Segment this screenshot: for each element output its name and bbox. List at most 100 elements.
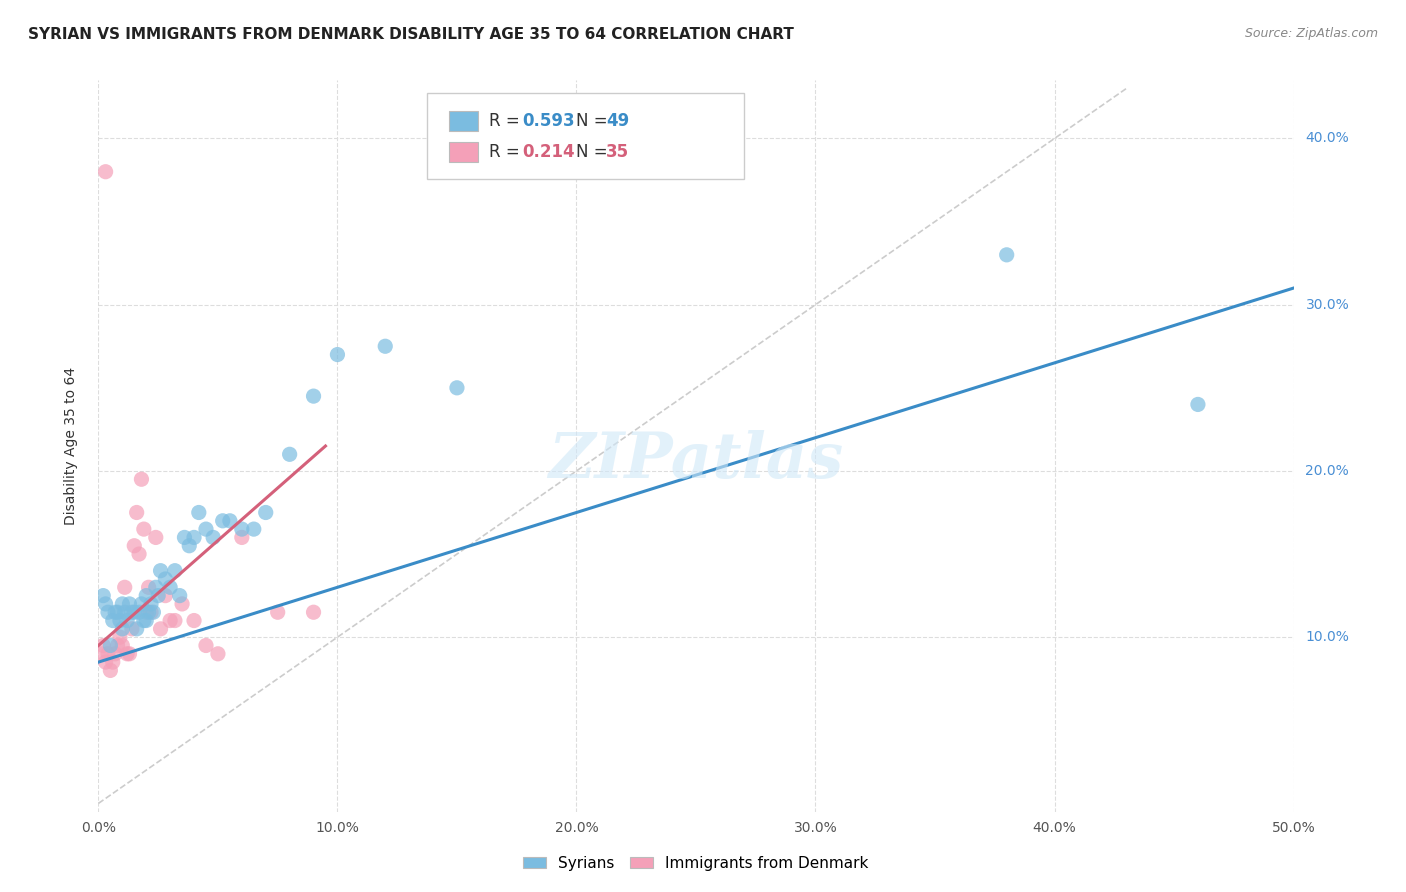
Point: [135, 605, 157, 619]
Point: [131, 472, 153, 486]
Point: [111, 597, 134, 611]
Point: [139, 597, 162, 611]
Point: [94, 655, 117, 669]
Point: [326, 347, 349, 362]
Point: [138, 580, 160, 594]
Text: N =: N =: [576, 143, 613, 161]
Point: [142, 605, 165, 619]
Text: 49: 49: [606, 112, 630, 130]
Point: [114, 580, 136, 594]
Point: [104, 605, 127, 619]
Point: [202, 530, 225, 544]
Point: [98, 639, 122, 653]
Point: [132, 614, 155, 628]
Bar: [449, 142, 478, 162]
Point: [179, 539, 201, 553]
Point: [115, 614, 138, 628]
Point: [115, 647, 138, 661]
Point: [128, 547, 150, 561]
Text: SYRIAN VS IMMIGRANTS FROM DENMARK DISABILITY AGE 35 TO 64 CORRELATION CHART: SYRIAN VS IMMIGRANTS FROM DENMARK DISABI…: [28, 27, 794, 42]
Point: [98, 664, 122, 678]
Point: [148, 589, 170, 603]
Text: R =: R =: [489, 143, 526, 161]
Bar: [449, 111, 478, 131]
Point: [194, 522, 217, 536]
Point: [149, 564, 172, 578]
Point: [101, 614, 124, 628]
Point: [231, 530, 253, 544]
Text: R =: R =: [489, 112, 526, 130]
Point: [187, 506, 209, 520]
Point: [374, 339, 396, 353]
Point: [94, 597, 117, 611]
Point: [278, 447, 301, 461]
Point: [107, 605, 129, 619]
Point: [207, 647, 229, 661]
Point: [145, 580, 167, 594]
Point: [302, 605, 325, 619]
Y-axis label: Disability Age 35 to 64: Disability Age 35 to 64: [63, 367, 77, 525]
Point: [194, 639, 217, 653]
Point: [446, 381, 468, 395]
Text: ZIPatlas: ZIPatlas: [548, 430, 844, 491]
Text: 0.214: 0.214: [523, 143, 575, 161]
FancyBboxPatch shape: [427, 93, 744, 179]
Point: [1187, 397, 1209, 411]
Point: [114, 605, 136, 619]
Text: 0.593: 0.593: [523, 112, 575, 130]
Legend: Syrians, Immigrants from Denmark: Syrians, Immigrants from Denmark: [517, 850, 875, 877]
Point: [111, 639, 134, 653]
Text: 35: 35: [606, 143, 630, 161]
Point: [135, 614, 157, 628]
Point: [155, 572, 177, 586]
Point: [219, 514, 242, 528]
Point: [163, 614, 186, 628]
Point: [139, 605, 162, 619]
Point: [183, 530, 205, 544]
Point: [101, 655, 124, 669]
Point: [108, 630, 131, 644]
Point: [149, 622, 172, 636]
Point: [155, 589, 177, 603]
Text: 20.0%: 20.0%: [1305, 464, 1350, 478]
Point: [211, 514, 233, 528]
Point: [135, 589, 157, 603]
Point: [159, 614, 181, 628]
Point: [231, 522, 253, 536]
Point: [125, 506, 148, 520]
Point: [302, 389, 325, 403]
Point: [172, 597, 194, 611]
Point: [121, 605, 143, 619]
Point: [94, 164, 117, 178]
Point: [97, 605, 120, 619]
Point: [111, 622, 134, 636]
Point: [159, 580, 181, 594]
Point: [107, 639, 129, 653]
Point: [169, 589, 191, 603]
Point: [132, 522, 155, 536]
Point: [108, 614, 131, 628]
Point: [163, 564, 186, 578]
Text: N =: N =: [576, 112, 613, 130]
Point: [97, 647, 120, 661]
Point: [124, 539, 146, 553]
Point: [995, 248, 1018, 262]
Text: 30.0%: 30.0%: [1305, 298, 1350, 311]
Point: [138, 605, 160, 619]
Point: [90, 647, 112, 661]
Point: [121, 622, 143, 636]
Point: [125, 622, 148, 636]
Point: [128, 605, 150, 619]
Point: [91, 639, 114, 653]
Point: [91, 589, 114, 603]
Point: [118, 647, 141, 661]
Point: [145, 530, 167, 544]
Text: 10.0%: 10.0%: [1305, 630, 1350, 644]
Point: [104, 647, 127, 661]
Point: [131, 597, 153, 611]
Point: [243, 522, 266, 536]
Point: [267, 605, 290, 619]
Text: 40.0%: 40.0%: [1305, 131, 1350, 145]
Point: [183, 614, 205, 628]
Point: [254, 506, 277, 520]
